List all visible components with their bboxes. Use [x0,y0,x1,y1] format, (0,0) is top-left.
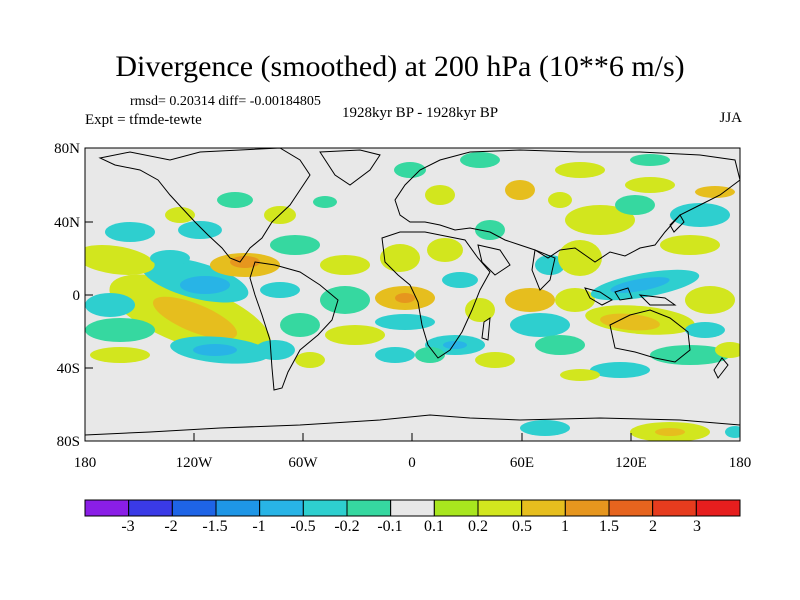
colorbar-label: -1 [252,518,266,535]
colorbar-label: 0.5 [512,518,532,535]
colorbar-box [433,499,479,517]
colorbar-box [652,499,697,517]
colorbar-box [521,499,566,517]
colorbar-box [171,499,217,517]
colorbar-label: 2 [649,518,657,535]
colorbar-label: 1.5 [599,518,619,535]
lat-label: 80S [57,434,80,450]
lon-label: 120E [615,455,647,471]
lon-label: 180 [74,455,97,471]
lon-label: 60W [288,455,318,471]
colorbar-label: -2 [164,518,178,535]
colorbar-label: -1.5 [202,518,228,535]
colorbar-box [564,499,610,517]
lon-label: 60E [510,455,534,471]
colorbar-box [302,499,348,517]
lon-label: 180 [729,455,752,471]
colorbar-box [128,499,173,517]
colorbar-label: 0.2 [468,518,488,535]
rmsd-diff-stats: rmsd= 0.20314 diff= -0.00184805 [130,94,321,109]
colorbar-box [215,499,261,517]
colorbar-box [390,499,435,517]
colorbar-label: -0.1 [377,518,403,535]
colorbar-label: 0.1 [424,518,444,535]
period-label: 1928kyr BP - 1928kyr BP [341,105,499,121]
latitude-labels: 80N 40N 0 40S 80S [54,141,80,450]
colorbar-box [608,499,654,517]
colorbar-box [477,499,523,517]
colorbar [84,499,741,517]
season-label: JJA [719,110,742,126]
colorbar-box [346,499,392,517]
experiment-label: Expt = tfmde-tewte [85,112,202,128]
lat-label: 80N [54,141,80,157]
colorbar-label: 3 [693,518,701,535]
colorbar-box [259,499,304,517]
lat-label: 0 [73,288,81,304]
colorbar-label: -0.5 [290,518,316,535]
coastlines [85,148,740,436]
lon-label: 0 [408,455,416,471]
longitude-labels: 180 120W 60W 0 60E 120E 180 [74,455,752,471]
lat-label: 40S [57,361,80,377]
axis-ticks [84,147,741,442]
colorbar-label: -3 [121,518,135,535]
divergence-field [85,152,740,441]
plot-title: Divergence (smoothed) at 200 hPa (10**6 … [115,50,685,83]
colorbar-label: -0.2 [334,518,360,535]
colorbar-label: 1 [561,518,569,535]
colorbar-box [695,499,741,517]
lat-label: 40N [54,215,80,231]
lon-label: 120W [176,455,214,471]
colorbar-box [84,499,130,517]
